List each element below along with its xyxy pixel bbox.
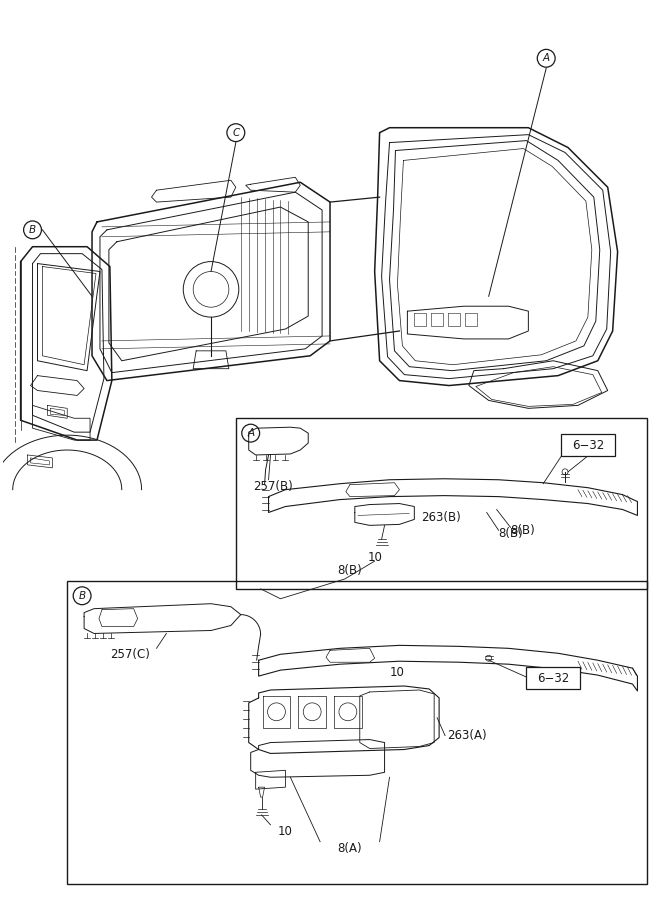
Text: B: B — [79, 590, 85, 601]
Bar — [526, 667, 580, 689]
Text: B: B — [29, 225, 36, 235]
Bar — [560, 434, 615, 456]
Text: 6−32: 6−32 — [537, 671, 569, 685]
Text: C: C — [232, 128, 239, 138]
Text: A: A — [543, 53, 550, 63]
Bar — [236, 418, 648, 589]
Text: A: A — [247, 428, 254, 438]
Text: 8(B): 8(B) — [338, 564, 362, 577]
Text: 10: 10 — [368, 551, 382, 564]
Text: 10: 10 — [278, 825, 293, 838]
Text: 6−32: 6−32 — [572, 438, 604, 452]
Text: 257(B): 257(B) — [253, 480, 292, 493]
Text: 257(C): 257(C) — [110, 648, 149, 662]
Text: 263(A): 263(A) — [447, 729, 487, 742]
Text: 8(B): 8(B) — [499, 527, 524, 540]
Text: 8(B): 8(B) — [510, 525, 535, 537]
Text: 263(B): 263(B) — [422, 511, 461, 524]
Text: 10: 10 — [390, 666, 405, 680]
Bar — [67, 580, 648, 885]
Text: 8(A): 8(A) — [338, 842, 362, 855]
